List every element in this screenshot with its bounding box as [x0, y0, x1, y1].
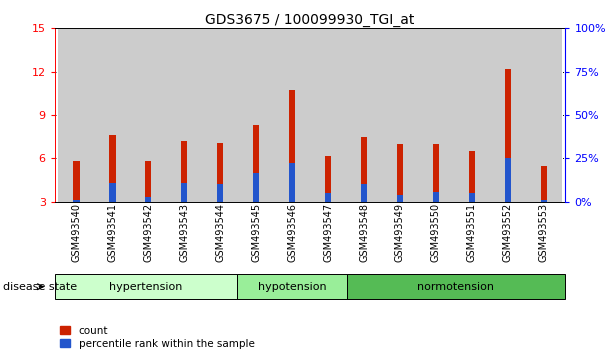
Bar — [541, 200, 547, 202]
Bar — [55, 274, 237, 299]
FancyBboxPatch shape — [418, 28, 454, 202]
FancyBboxPatch shape — [454, 28, 490, 202]
FancyBboxPatch shape — [382, 28, 418, 202]
Bar — [541, 166, 547, 202]
Bar — [325, 193, 331, 202]
Text: disease state: disease state — [3, 282, 77, 292]
Bar — [433, 144, 439, 202]
FancyBboxPatch shape — [238, 28, 274, 202]
Bar — [217, 143, 223, 202]
FancyBboxPatch shape — [166, 28, 202, 202]
Bar — [73, 161, 80, 202]
FancyBboxPatch shape — [58, 28, 94, 202]
Bar — [145, 198, 151, 202]
Bar — [237, 274, 347, 299]
Bar — [109, 135, 116, 202]
FancyBboxPatch shape — [202, 28, 238, 202]
Bar — [397, 195, 403, 202]
Bar — [469, 151, 475, 202]
FancyBboxPatch shape — [94, 28, 130, 202]
Bar — [397, 144, 403, 202]
Title: GDS3675 / 100099930_TGI_at: GDS3675 / 100099930_TGI_at — [206, 13, 415, 27]
Bar — [253, 173, 260, 202]
Bar — [505, 159, 511, 202]
Bar — [433, 192, 439, 202]
Bar — [73, 200, 80, 202]
FancyBboxPatch shape — [490, 28, 526, 202]
FancyBboxPatch shape — [346, 28, 382, 202]
FancyBboxPatch shape — [130, 28, 166, 202]
Bar — [505, 69, 511, 202]
FancyBboxPatch shape — [310, 28, 346, 202]
Bar — [289, 91, 295, 202]
Bar — [361, 184, 367, 202]
Bar — [253, 125, 260, 202]
FancyBboxPatch shape — [274, 28, 310, 202]
Bar — [181, 141, 187, 202]
Text: normotension: normotension — [418, 282, 494, 292]
Bar — [361, 137, 367, 202]
Text: hypotension: hypotension — [258, 282, 326, 292]
Bar — [325, 155, 331, 202]
Bar — [145, 161, 151, 202]
Text: hypertension: hypertension — [109, 282, 182, 292]
Bar — [289, 163, 295, 202]
Bar — [469, 193, 475, 202]
Bar — [347, 274, 565, 299]
Legend: count, percentile rank within the sample: count, percentile rank within the sample — [60, 326, 255, 349]
Bar — [109, 183, 116, 202]
Bar — [181, 183, 187, 202]
Bar — [217, 184, 223, 202]
FancyBboxPatch shape — [526, 28, 562, 202]
